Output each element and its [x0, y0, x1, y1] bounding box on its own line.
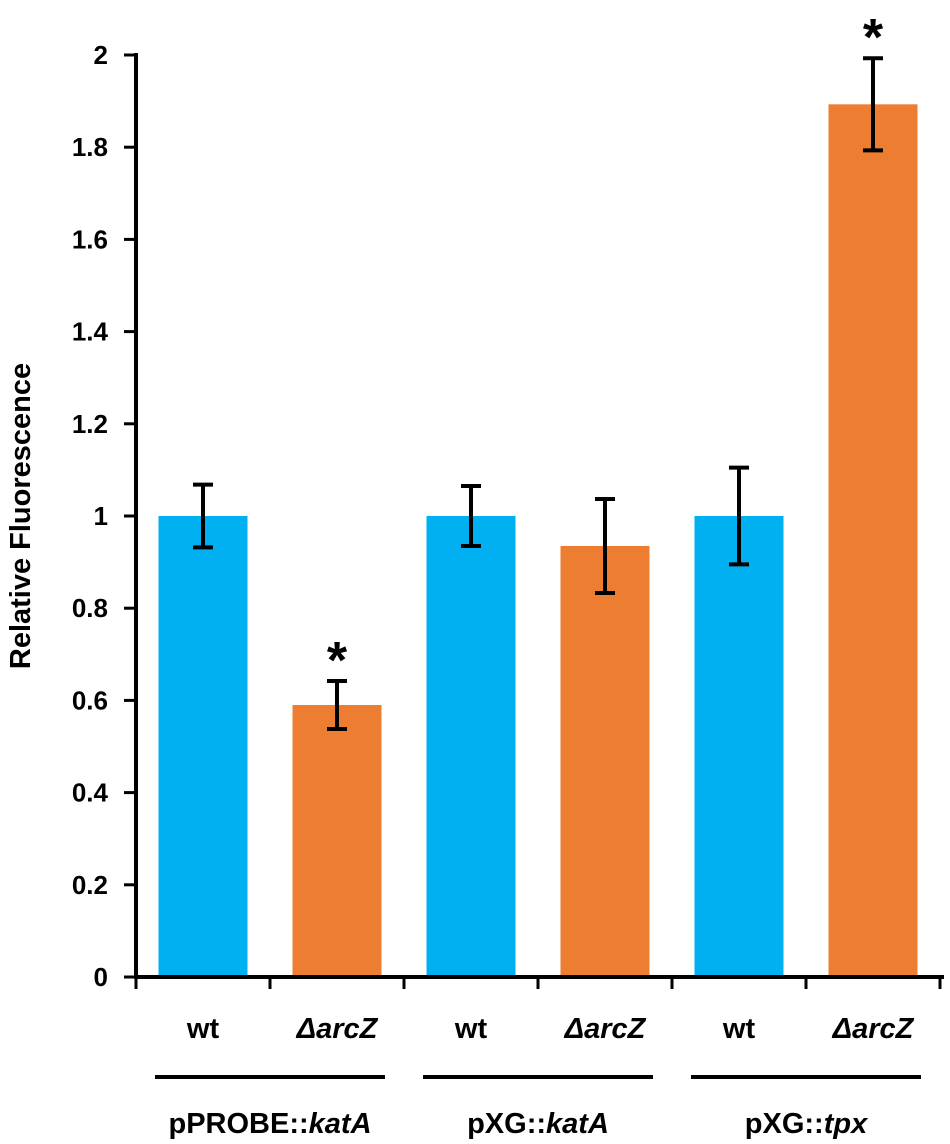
- category-label: wt: [722, 1013, 756, 1045]
- bar-wt-3: [694, 516, 784, 977]
- bar-arcz-3: [828, 104, 918, 977]
- error-bars-layer: [193, 56, 883, 731]
- axes-layer: [124, 53, 944, 1079]
- group-label: pPROBE::katA: [168, 1108, 371, 1140]
- group-label-gene: katA: [546, 1108, 609, 1140]
- y-tick-label: 1.4: [72, 317, 109, 347]
- group-label-gene: tpx: [824, 1108, 869, 1140]
- group-label-prefix: pXG::: [467, 1108, 546, 1140]
- y-tick-label: 0.6: [72, 685, 108, 715]
- group-label-gene: katA: [309, 1108, 372, 1140]
- y-tick-label: 1: [94, 501, 108, 531]
- category-label: ΔarcZ: [296, 1013, 379, 1045]
- y-tick-label: 1.8: [72, 132, 108, 162]
- category-label: ΔarcZ: [564, 1013, 647, 1045]
- group-label: pXG::katA: [467, 1108, 609, 1140]
- y-tick-label: 2: [94, 40, 108, 70]
- y-tick-label: 0.4: [72, 778, 109, 808]
- bars-layer: [158, 104, 918, 977]
- significance-marker: *: [863, 9, 884, 67]
- significance-marker: *: [327, 632, 348, 690]
- labels-layer: 0 0.2 0.4 0.6 0.8 1 1.2 1.4 1.6 1.8 2 wt * ΔarcZ pPROB…: [72, 9, 915, 1140]
- category-label: wt: [186, 1013, 220, 1045]
- y-tick-label: 1.2: [72, 409, 108, 439]
- category-label: wt: [454, 1013, 488, 1045]
- bar-arcz-2: [560, 545, 650, 977]
- category-label: ΔarcZ: [832, 1013, 915, 1045]
- group-label-prefix: pPROBE::: [168, 1108, 308, 1140]
- y-tick-label: 0.2: [72, 870, 108, 900]
- group-label: pXG::tpx: [745, 1108, 869, 1140]
- group-label-prefix: pXG::: [745, 1108, 824, 1140]
- y-tick-label: 0.8: [72, 593, 108, 623]
- y-axis-label: Relative Fluorescence: [5, 363, 37, 669]
- bar-wt-1: [158, 516, 248, 977]
- bar-wt-2: [426, 516, 516, 977]
- y-tick-label: 0: [94, 962, 108, 992]
- y-tick-label: 1.6: [72, 224, 108, 254]
- bar-arcz-1: [292, 705, 382, 977]
